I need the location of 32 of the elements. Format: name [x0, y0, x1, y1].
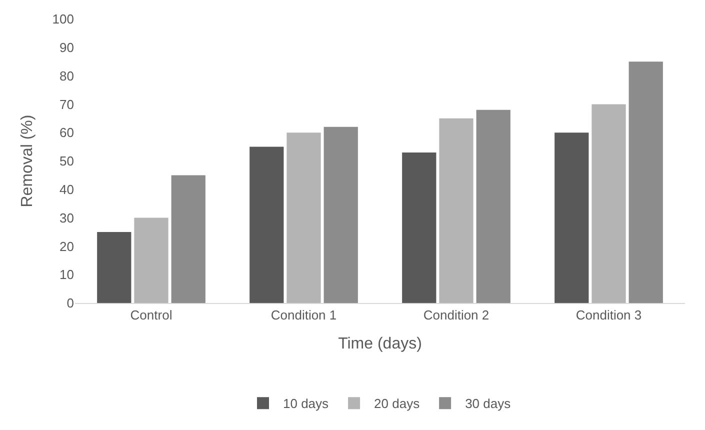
x-tick-label: Control: [130, 308, 172, 323]
x-tick-label: Condition 2: [423, 308, 490, 323]
y-axis-title: Removal (%): [19, 114, 36, 208]
bar: [286, 132, 321, 303]
bar: [134, 218, 168, 303]
y-tick-label: 70: [60, 96, 74, 112]
y-tick-label: 30: [60, 210, 74, 226]
bar: [476, 110, 510, 303]
x-axis-title: Time (days): [338, 335, 422, 352]
y-tick-label: 10: [60, 267, 74, 282]
y-tick-label: 40: [60, 182, 74, 197]
y-tick-label: 80: [60, 68, 74, 84]
bar: [324, 126, 358, 303]
bar: [592, 104, 626, 303]
y-tick-label: 60: [60, 125, 74, 140]
legend-label: 30 days: [465, 396, 512, 412]
bar: [628, 62, 663, 303]
bar: [250, 146, 284, 303]
x-tick-label: Condition 1: [270, 308, 337, 323]
y-tick-label: 20: [60, 238, 74, 254]
bar: [439, 118, 474, 303]
bar: [171, 175, 206, 303]
bar: [554, 132, 589, 303]
y-tick-label: 50: [60, 154, 74, 169]
y-tick-label: 0: [66, 296, 74, 311]
legend-label: 10 days: [283, 396, 330, 412]
y-tick-label: 100: [52, 12, 74, 27]
y-tick-label: 90: [60, 40, 74, 55]
legend-label: 20 days: [374, 396, 420, 412]
x-tick-label: Condition 3: [576, 308, 642, 323]
bar: [402, 152, 436, 303]
bar: [97, 232, 132, 303]
